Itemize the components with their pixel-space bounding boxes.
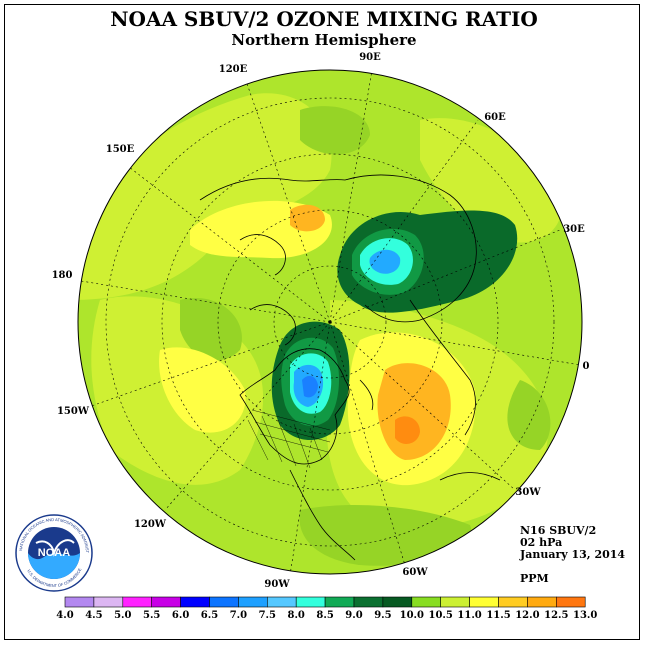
field-yellow-w bbox=[159, 347, 246, 433]
field-orange-n bbox=[290, 204, 325, 232]
info-block: N16 SBUV/2 02 hPa January 13, 2014 PPM bbox=[520, 525, 625, 585]
lon-label-60w: 60W bbox=[402, 567, 428, 578]
field-light-nw bbox=[78, 93, 332, 300]
pressure-level: 02 hPa bbox=[520, 536, 563, 549]
field-lobe-canada-core bbox=[302, 375, 318, 398]
map-title: NOAA SBUV/2 OZONE MIXING RATIO bbox=[110, 7, 538, 31]
units-label: PPM bbox=[520, 572, 549, 585]
field-green-patch1 bbox=[300, 106, 370, 155]
lon-label-60e: 60E bbox=[484, 112, 506, 123]
date-label: January 13, 2014 bbox=[520, 548, 626, 561]
us-state-lines bbox=[247, 409, 331, 469]
field-orange-core bbox=[395, 416, 420, 444]
field-green-patch2 bbox=[507, 380, 551, 450]
figure-frame bbox=[4, 4, 640, 640]
field-green-patch3 bbox=[299, 505, 472, 566]
noaa-logo: NOAA NATIONAL OCEANIC AND ATMOSPHERIC AD… bbox=[14, 513, 93, 592]
lon-label-150e: 150E bbox=[106, 144, 135, 155]
field-green-patch4 bbox=[180, 298, 242, 361]
instrument-label: N16 SBUV/2 bbox=[520, 524, 597, 537]
ozone-field bbox=[78, 70, 582, 574]
graticule bbox=[78, 70, 581, 574]
field-lobe-siberia-blue bbox=[369, 249, 401, 274]
lon-label-90e: 90E bbox=[359, 52, 381, 63]
lon-label-180: 180 bbox=[52, 270, 73, 281]
lon-label-30e: 30E bbox=[563, 224, 585, 235]
lon-label-120e: 120E bbox=[219, 64, 248, 75]
lon-label-0: 0 bbox=[583, 361, 590, 372]
map-subtitle: Northern Hemisphere bbox=[231, 31, 417, 49]
lon-label-90w: 90W bbox=[264, 579, 290, 590]
lon-label-30w: 30W bbox=[515, 487, 541, 498]
lon-label-150w: 150W bbox=[57, 406, 90, 417]
map-boundary bbox=[77, 69, 583, 575]
lon-label-120w: 120W bbox=[134, 519, 167, 530]
logo-text: NOAA bbox=[38, 547, 70, 559]
field-light-ne bbox=[420, 118, 562, 243]
